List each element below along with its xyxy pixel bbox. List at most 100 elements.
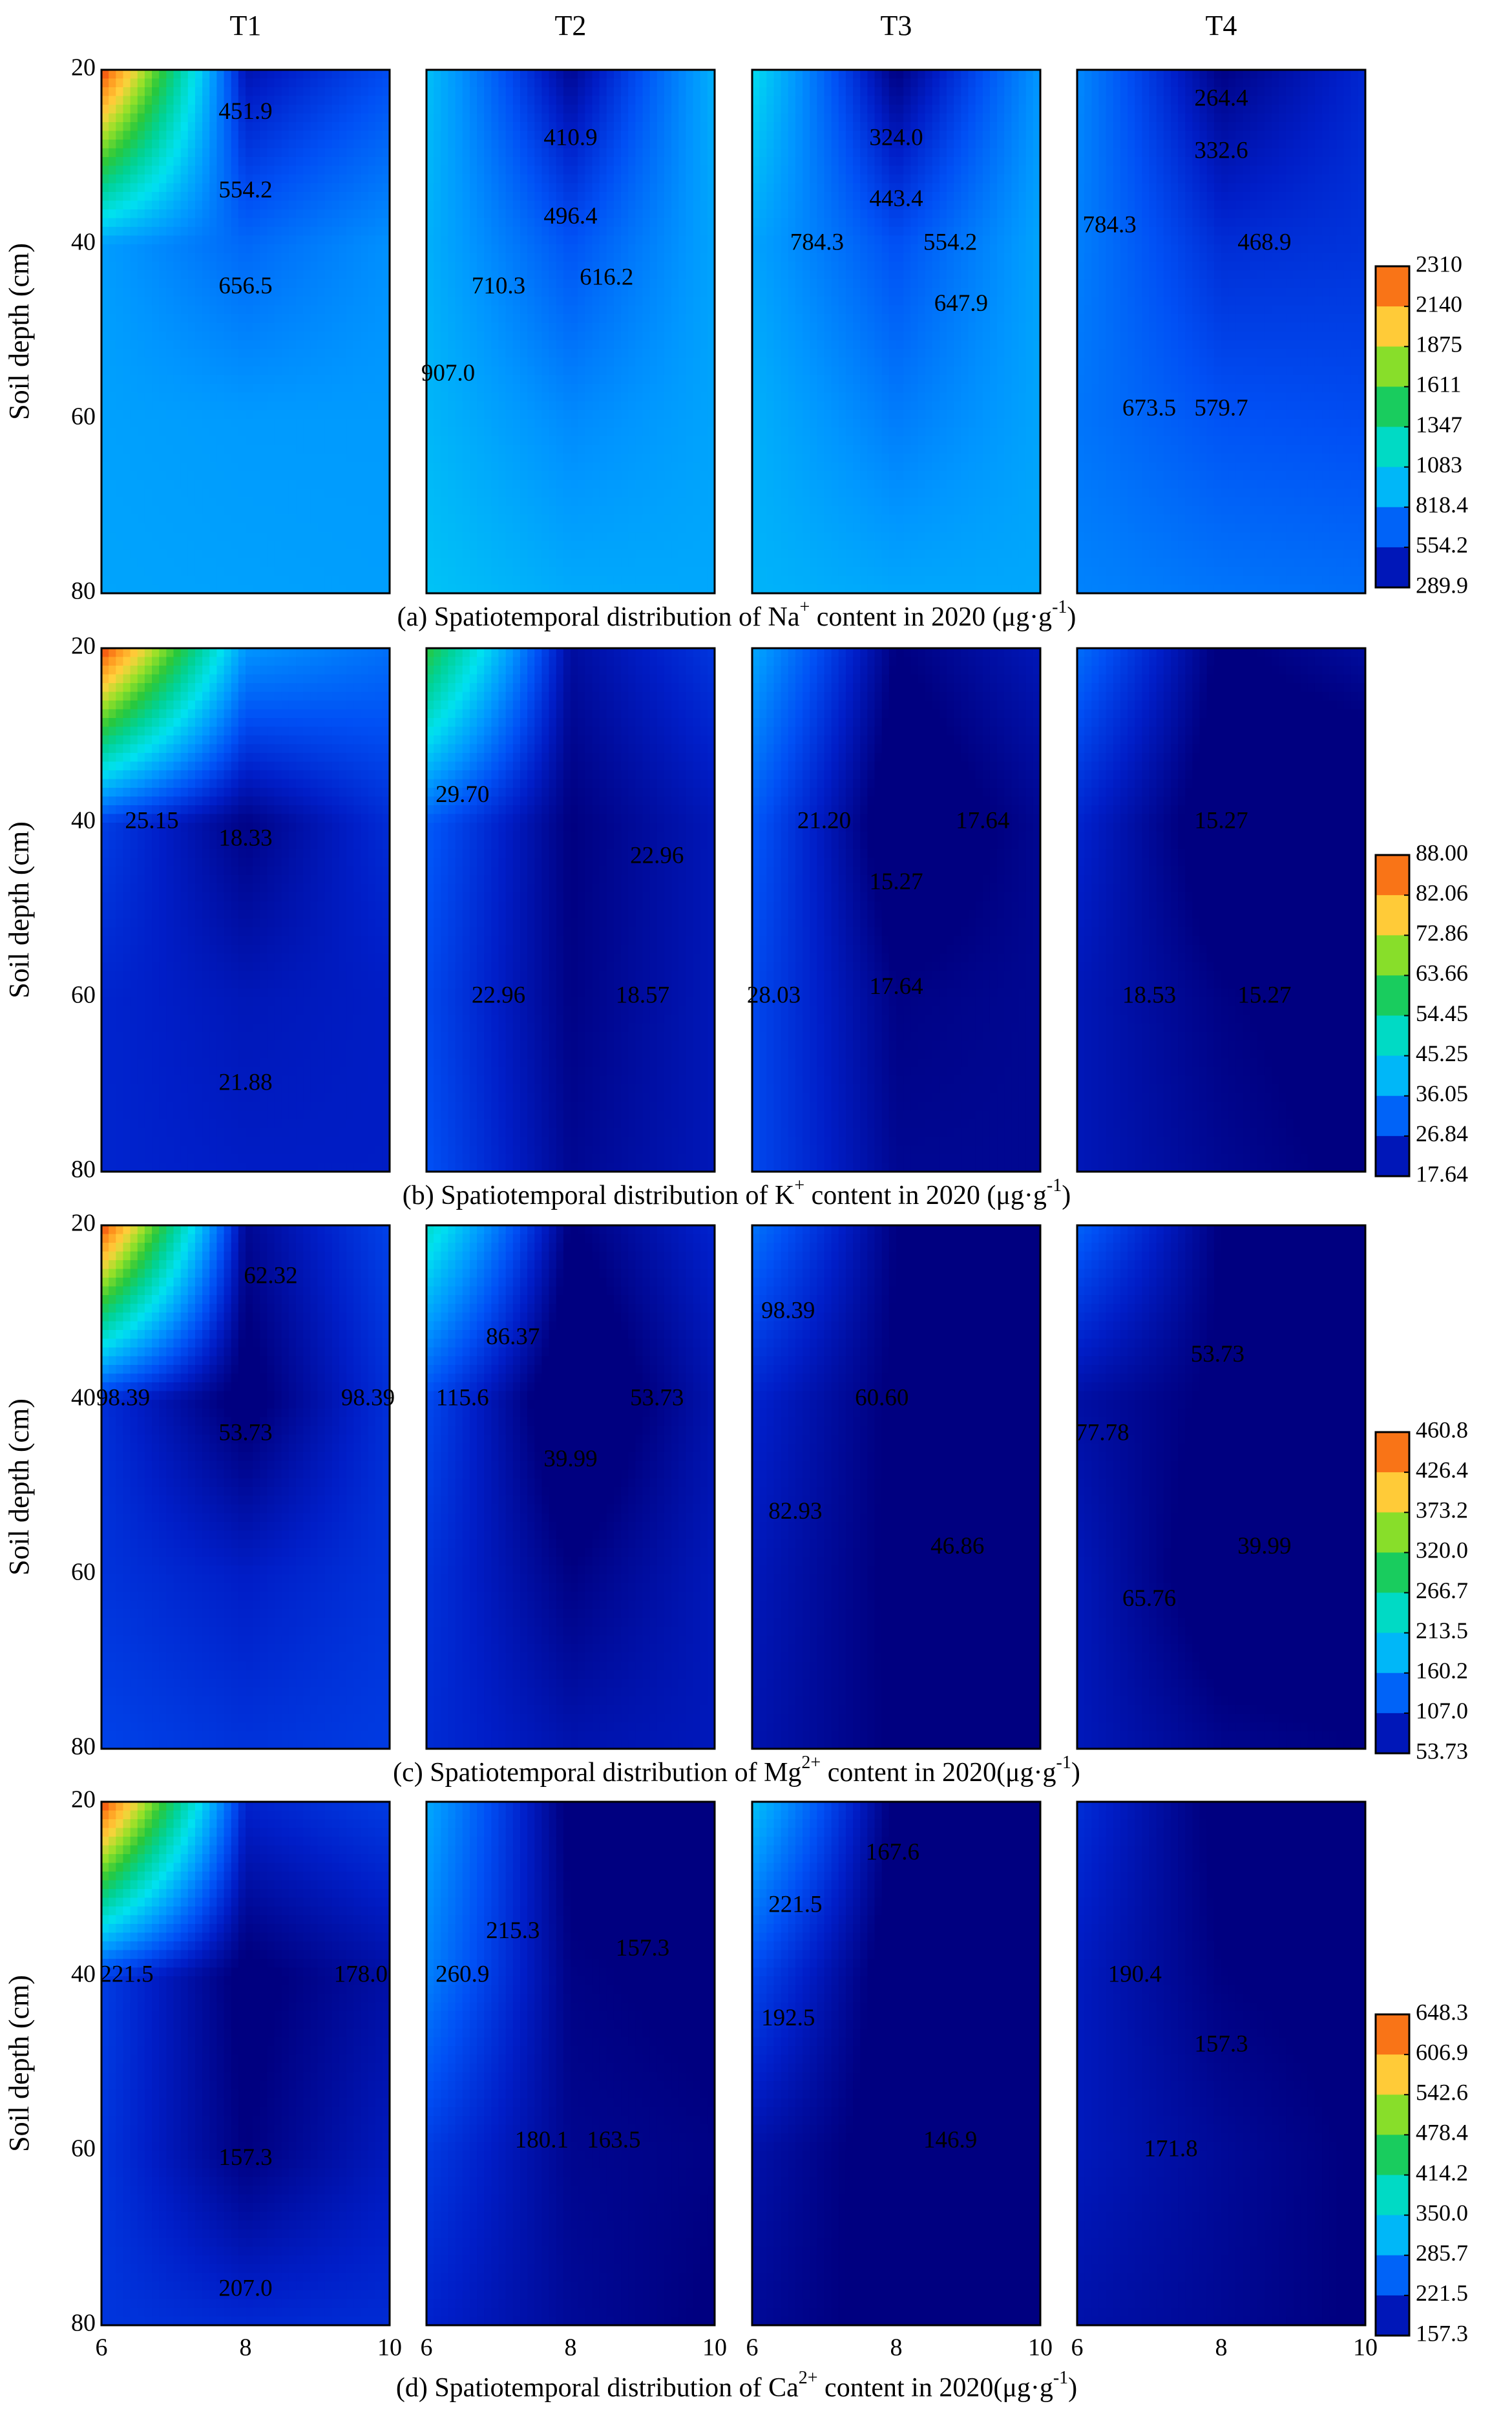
- contour-cell: [173, 410, 182, 419]
- contour-cell: [324, 471, 333, 481]
- contour-cell: [613, 410, 622, 419]
- contour-cell: [426, 445, 434, 454]
- contour-cell: [549, 174, 557, 184]
- contour-cell: [109, 314, 116, 324]
- contour-cell: [621, 462, 629, 472]
- contour-cell: [303, 235, 311, 245]
- contour-cell: [571, 532, 578, 542]
- contour-cell: [671, 113, 679, 123]
- contour-cell: [556, 314, 564, 324]
- contour-cell: [613, 183, 622, 193]
- contour-cell: [556, 227, 564, 237]
- contour-cell: [918, 70, 926, 79]
- contour-cell: [649, 366, 658, 376]
- contour-cell: [281, 297, 289, 306]
- contour-cell: [707, 192, 715, 202]
- contour-cell: [209, 489, 217, 498]
- contour-cell: [549, 314, 557, 324]
- contour-cell: [238, 410, 246, 419]
- contour-cell: [571, 436, 578, 446]
- contour-cell: [296, 340, 304, 350]
- contour-cell: [187, 366, 196, 376]
- contour-cell: [194, 576, 203, 586]
- contour-cell: [477, 78, 485, 88]
- contour-cell: [671, 454, 679, 463]
- contour-cell: [281, 270, 289, 280]
- contour-cell: [462, 244, 470, 254]
- contour-cell: [246, 157, 253, 167]
- contour-cell: [520, 192, 528, 202]
- contour-cell: [296, 357, 304, 367]
- contour-cell: [267, 514, 275, 524]
- contour-cell: [144, 357, 152, 367]
- contour-cell: [109, 462, 116, 472]
- contour-cell: [123, 279, 131, 289]
- contour-cell: [324, 454, 333, 463]
- contour-cell: [224, 314, 232, 324]
- contour-cell: [599, 584, 607, 593]
- contour-cell: [346, 200, 354, 210]
- contour-cell: [512, 113, 521, 123]
- contour-cell: [202, 523, 210, 533]
- contour-cell: [477, 105, 485, 114]
- contour-cell: [484, 419, 492, 428]
- contour-cell: [578, 340, 585, 350]
- contour-cell: [693, 489, 701, 498]
- contour-cell: [534, 410, 542, 419]
- contour-cell: [671, 567, 679, 576]
- contour-cell: [216, 558, 225, 568]
- contour-cell: [288, 584, 297, 593]
- contour-cell: [578, 105, 585, 114]
- contour-cell: [202, 454, 210, 463]
- contour-cell: [571, 558, 578, 568]
- contour-cell: [693, 584, 701, 593]
- contour-cell: [549, 541, 557, 551]
- contour-cell: [317, 235, 326, 245]
- contour-cell: [448, 200, 456, 210]
- contour-cell: [209, 523, 217, 533]
- contour-cell: [202, 262, 210, 271]
- contour-cell: [628, 523, 636, 533]
- contour-cell: [441, 227, 449, 237]
- contour-cell: [635, 270, 644, 280]
- contour-cell: [975, 70, 983, 79]
- contour-cell: [382, 357, 390, 367]
- contour-cell: [649, 419, 658, 428]
- contour-cell: [339, 558, 347, 568]
- contour-cell: [180, 340, 189, 350]
- contour-cell: [512, 70, 521, 79]
- contour-cell: [534, 105, 542, 114]
- contour-cell: [101, 78, 109, 88]
- contour-cell: [613, 506, 622, 516]
- contour-cell: [353, 401, 361, 411]
- contour-cell: [296, 514, 304, 524]
- contour-cell: [246, 549, 253, 559]
- contour-cell: [130, 227, 138, 237]
- contour-cell: [116, 314, 124, 324]
- contour-cell: [159, 497, 167, 507]
- contour-cell: [324, 445, 333, 454]
- contour-cell: [216, 122, 225, 132]
- contour-cell: [274, 506, 282, 516]
- contour-cell: [159, 375, 167, 385]
- contour-cell: [606, 96, 614, 105]
- contour-cell: [549, 445, 557, 454]
- contour-cell: [448, 401, 456, 411]
- contour-cell: [194, 584, 203, 593]
- contour-cell: [520, 305, 528, 315]
- contour-cell: [260, 157, 268, 167]
- contour-cell: [281, 471, 289, 481]
- contour-cell: [621, 506, 629, 516]
- contour-cell: [109, 471, 116, 481]
- contour-cell: [317, 541, 326, 551]
- contour-cell: [621, 314, 629, 324]
- contour-cell: [246, 270, 253, 280]
- contour-cell: [109, 532, 116, 542]
- contour-cell: [469, 253, 478, 262]
- contour-cell: [678, 340, 686, 350]
- contour-cell: [766, 78, 775, 88]
- contour-cell: [173, 297, 182, 306]
- contour-cell: [831, 70, 839, 79]
- contour-cell: [462, 349, 470, 359]
- contour-cell: [585, 506, 593, 516]
